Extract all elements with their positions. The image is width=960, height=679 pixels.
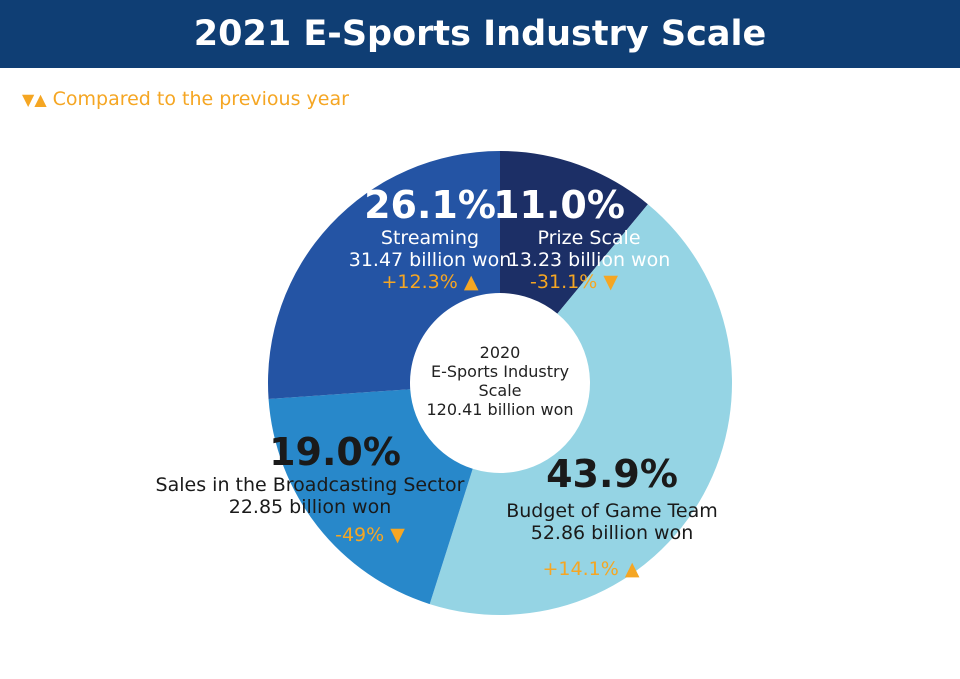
change-value: +14.1%: [542, 558, 619, 580]
slice-name: Sales in the Broadcasting Sector: [155, 474, 465, 496]
label-prize-scale: 11.0% Prize Scale 13.23 billion won -31.…: [493, 183, 671, 293]
legend: ▼ ▲ Compared to the previous year: [22, 88, 349, 110]
legend-text: Compared to the previous year: [52, 88, 349, 110]
triangle-up-icon: ▲: [624, 558, 640, 580]
slice-sales-in-the-broadcasting-sector: [268, 389, 473, 605]
pct-label: 11.0%: [493, 183, 625, 227]
slice-name: Prize Scale: [537, 227, 641, 249]
label-streaming: 26.1% Streaming 31.47 billion won +12.3%…: [349, 183, 512, 293]
center-year: 2020: [479, 343, 521, 362]
slice-streaming: [267, 151, 500, 400]
triangle-down-icon: ▼: [390, 524, 405, 546]
triangle-up-icon: ▲: [463, 271, 479, 293]
slice-change: +12.3% ▲: [349, 271, 512, 293]
center-line: Scale: [478, 381, 522, 400]
slice-budget-of-game-team: [429, 204, 732, 616]
triangle-down-icon: ▼: [603, 271, 618, 293]
center-label: 2020 E-Sports Industry Scale 120.41 bill…: [426, 343, 573, 419]
chart-title: 2021 E-Sports Industry Scale: [0, 0, 960, 68]
slice-amount: 13.23 billion won: [507, 249, 671, 271]
change-value: +12.3%: [381, 271, 458, 293]
center-line: E-Sports Industry: [430, 362, 570, 381]
center-total: 120.41 billion won: [426, 400, 574, 419]
slice-amount: 31.47 billion won: [348, 249, 512, 271]
slice-change: -31.1% ▼: [478, 271, 671, 293]
pct-label: 43.9%: [546, 452, 678, 496]
change-value: -31.1%: [530, 271, 598, 293]
slice-amount: 52.86 billion won: [530, 522, 694, 544]
pct-label: 26.1%: [364, 183, 496, 227]
label-broadcasting: 19.0% Sales in the Broadcasting Sector 2…: [156, 430, 465, 546]
triangle-up-icon: ▲: [34, 89, 47, 109]
slice-prize-scale: [500, 151, 648, 314]
slice-change: -49% ▼: [276, 524, 465, 546]
label-budget-game-team: 43.9% Budget of Game Team 52.86 billion …: [506, 452, 718, 580]
triangle-down-icon: ▼: [22, 89, 35, 109]
pct-label: 19.0%: [269, 430, 401, 474]
slice-change: +14.1% ▲: [464, 558, 718, 580]
slice-name: Budget of Game Team: [506, 500, 718, 522]
slice-amount: 22.85 billion won: [228, 496, 392, 518]
slice-name: Streaming: [380, 227, 480, 249]
change-value: -49%: [335, 524, 385, 546]
